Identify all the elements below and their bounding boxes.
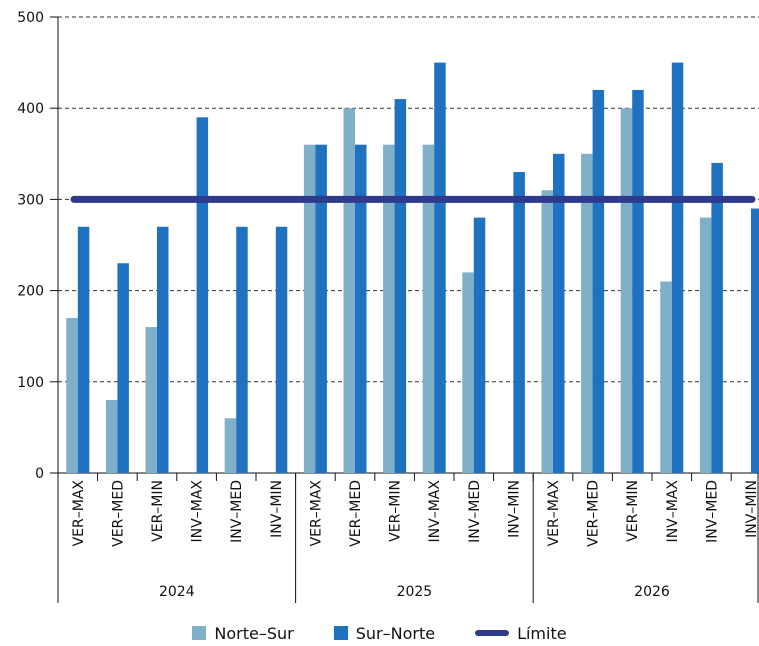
- bar-sur-norte-6: [315, 144, 327, 473]
- bar-norte-sur-4: [224, 418, 237, 473]
- legend-label-limite: Límite: [517, 623, 567, 643]
- x-tick-label-11: INV–MIN: [506, 480, 522, 538]
- bar-norte-sur-7: [343, 108, 355, 473]
- bar-norte-sur-6: [303, 144, 316, 473]
- legend-item-sur-norte: Sur–Norte: [333, 623, 436, 643]
- bar-norte-sur-15: [660, 281, 672, 473]
- bar-sur-norte-13: [592, 89, 605, 474]
- bar-sur-norte-10: [473, 217, 486, 473]
- group-label-2026: 2026: [634, 584, 670, 600]
- bar-sur-norte-11: [513, 172, 525, 474]
- x-tick-label-16: INV–MED: [704, 480, 720, 543]
- bar-chart: 0 100 200 300 400 500 VER–MAX VER–MED VER–MIN INV…: [17, 10, 759, 603]
- x-tick-label-8: VER–MIN: [388, 480, 404, 542]
- legend-label-sur-norte: Sur–Norte: [355, 623, 436, 643]
- y-tick-label-400: 400: [17, 101, 44, 117]
- x-tick-label-3: INV–MAX: [190, 480, 206, 543]
- bar-sur-norte-17: [751, 208, 759, 473]
- bar-norte-sur-13: [581, 153, 593, 474]
- y-tick-label-100: 100: [17, 375, 44, 391]
- bar-norte-sur-1: [105, 400, 118, 473]
- x-tick-label-7: VER–MED: [348, 480, 364, 547]
- y-tick-label-500: 500: [17, 10, 44, 26]
- legend-swatch-norte-sur: [192, 626, 207, 640]
- bar-norte-sur-16: [699, 217, 712, 473]
- bar-sur-norte-9: [434, 62, 446, 473]
- legend-item-limite: Límite: [475, 624, 567, 643]
- x-tick-label-12: VER–MAX: [546, 480, 562, 547]
- y-tick-label-200: 200: [17, 284, 44, 300]
- bar-sur-norte-15: [671, 62, 684, 473]
- x-tick-label-1: VER–MED: [110, 480, 126, 547]
- x-tick-label-0: VER–MAX: [71, 480, 87, 547]
- x-tick-label-2: VER–MIN: [150, 480, 166, 542]
- group-label-2025: 2025: [397, 584, 433, 600]
- legend: Norte–Sur Sur–Norte Límite: [0, 620, 759, 646]
- y-tick-label-0: 0: [35, 466, 44, 482]
- bar-sur-norte-0: [77, 226, 90, 473]
- bar-norte-sur-2: [145, 327, 157, 473]
- bar-norte-sur-10: [462, 272, 474, 473]
- legend-swatch-sur-norte: [333, 626, 348, 640]
- x-tick-label-4: INV–MED: [229, 480, 245, 543]
- bar-sur-norte-8: [394, 99, 407, 473]
- x-tick-label-10: INV–MED: [467, 480, 483, 543]
- bar-sur-norte-1: [117, 263, 129, 473]
- x-tick-label-14: VER–MIN: [625, 480, 641, 542]
- x-tick-label-9: INV–MAX: [427, 480, 443, 543]
- bar-sur-norte-12: [553, 153, 565, 474]
- x-tick-label-15: INV–MAX: [665, 480, 681, 543]
- group-label-2024: 2024: [159, 584, 195, 600]
- bar-sur-norte-2: [157, 226, 169, 473]
- y-tick-label-300: 300: [17, 192, 44, 208]
- bar-sur-norte-16: [711, 162, 723, 474]
- legend-item-norte-sur: Norte–Sur: [192, 623, 294, 643]
- legend-swatch-limite: [475, 630, 510, 636]
- x-tick-label-6: VER–MAX: [308, 480, 324, 547]
- bar-norte-sur-14: [620, 108, 633, 473]
- x-tick-label-5: INV–MIN: [269, 480, 285, 538]
- bar-norte-sur-0: [66, 317, 78, 473]
- bar-sur-norte-3: [196, 117, 209, 473]
- bar-norte-sur-8: [383, 144, 395, 473]
- bar-norte-sur-12: [541, 190, 553, 473]
- bar-sur-norte-5: [275, 226, 288, 473]
- bar-norte-sur-9: [422, 144, 435, 473]
- bar-sur-norte-7: [355, 144, 367, 473]
- x-tick-label-13: VER–MED: [586, 480, 602, 547]
- legend-label-norte-sur: Norte–Sur: [214, 623, 294, 643]
- x-tick-label-17: INV–MIN: [744, 480, 759, 538]
- bar-sur-norte-14: [632, 89, 644, 474]
- bar-sur-norte-4: [236, 226, 248, 473]
